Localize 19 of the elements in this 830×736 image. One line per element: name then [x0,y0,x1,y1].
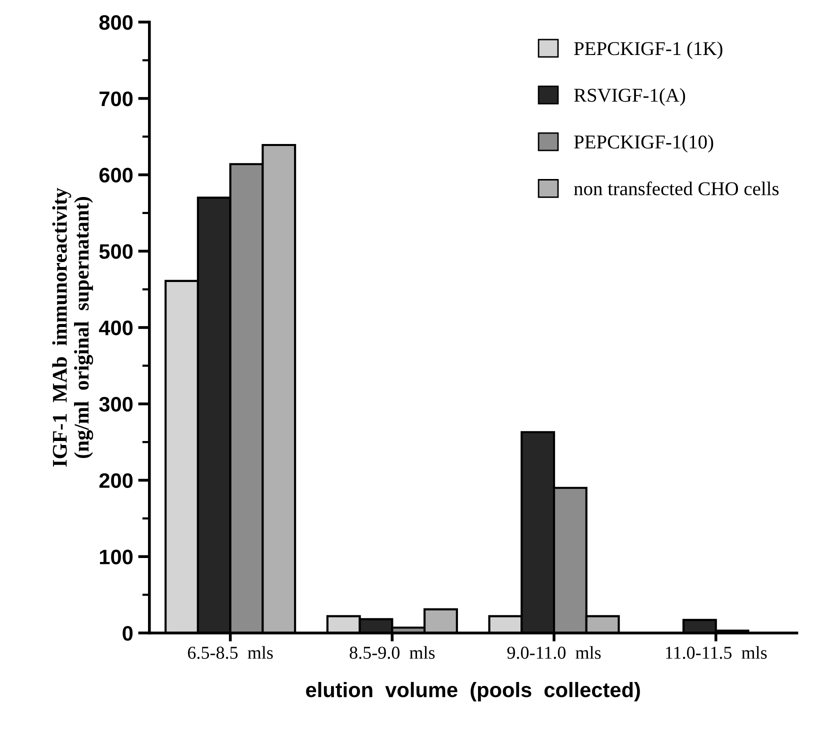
x-tick-label: 8.5-9.0 mls [350,646,435,659]
y-tick-label: 100 [100,550,133,564]
x-tick-label: 11.0-11.5 mls [666,646,767,659]
legend-label: PEPCKIGF-1(10) [574,134,714,153]
y-tick-label: 700 [100,91,133,106]
y-tick-label: 300 [99,396,133,412]
legend-label: non transfected CHO cells [574,181,779,196]
y-tick-label: 500 [99,244,133,259]
y-tick-label: 800 [99,15,133,30]
y-axis-title: IGF-1 MAb immunoreactivity (ng/ml original supernatant) [52,188,94,467]
y-tick-label: 200 [99,473,133,488]
y-tick-label: 600 [99,168,133,183]
y-tick-label: 0 [122,626,133,641]
x-tick-label: 6.5-8.5 mls [188,646,273,659]
x-tick-label: 9.0-11.0 mls [507,646,601,659]
x-axis-title: elution volume (pools collected) [306,682,640,702]
legend-label: RSVIGF-1(A) [574,88,686,106]
y-tick-label: 400 [98,320,133,336]
legend-label: PEPCKIGF-1 (1K) [574,41,722,60]
